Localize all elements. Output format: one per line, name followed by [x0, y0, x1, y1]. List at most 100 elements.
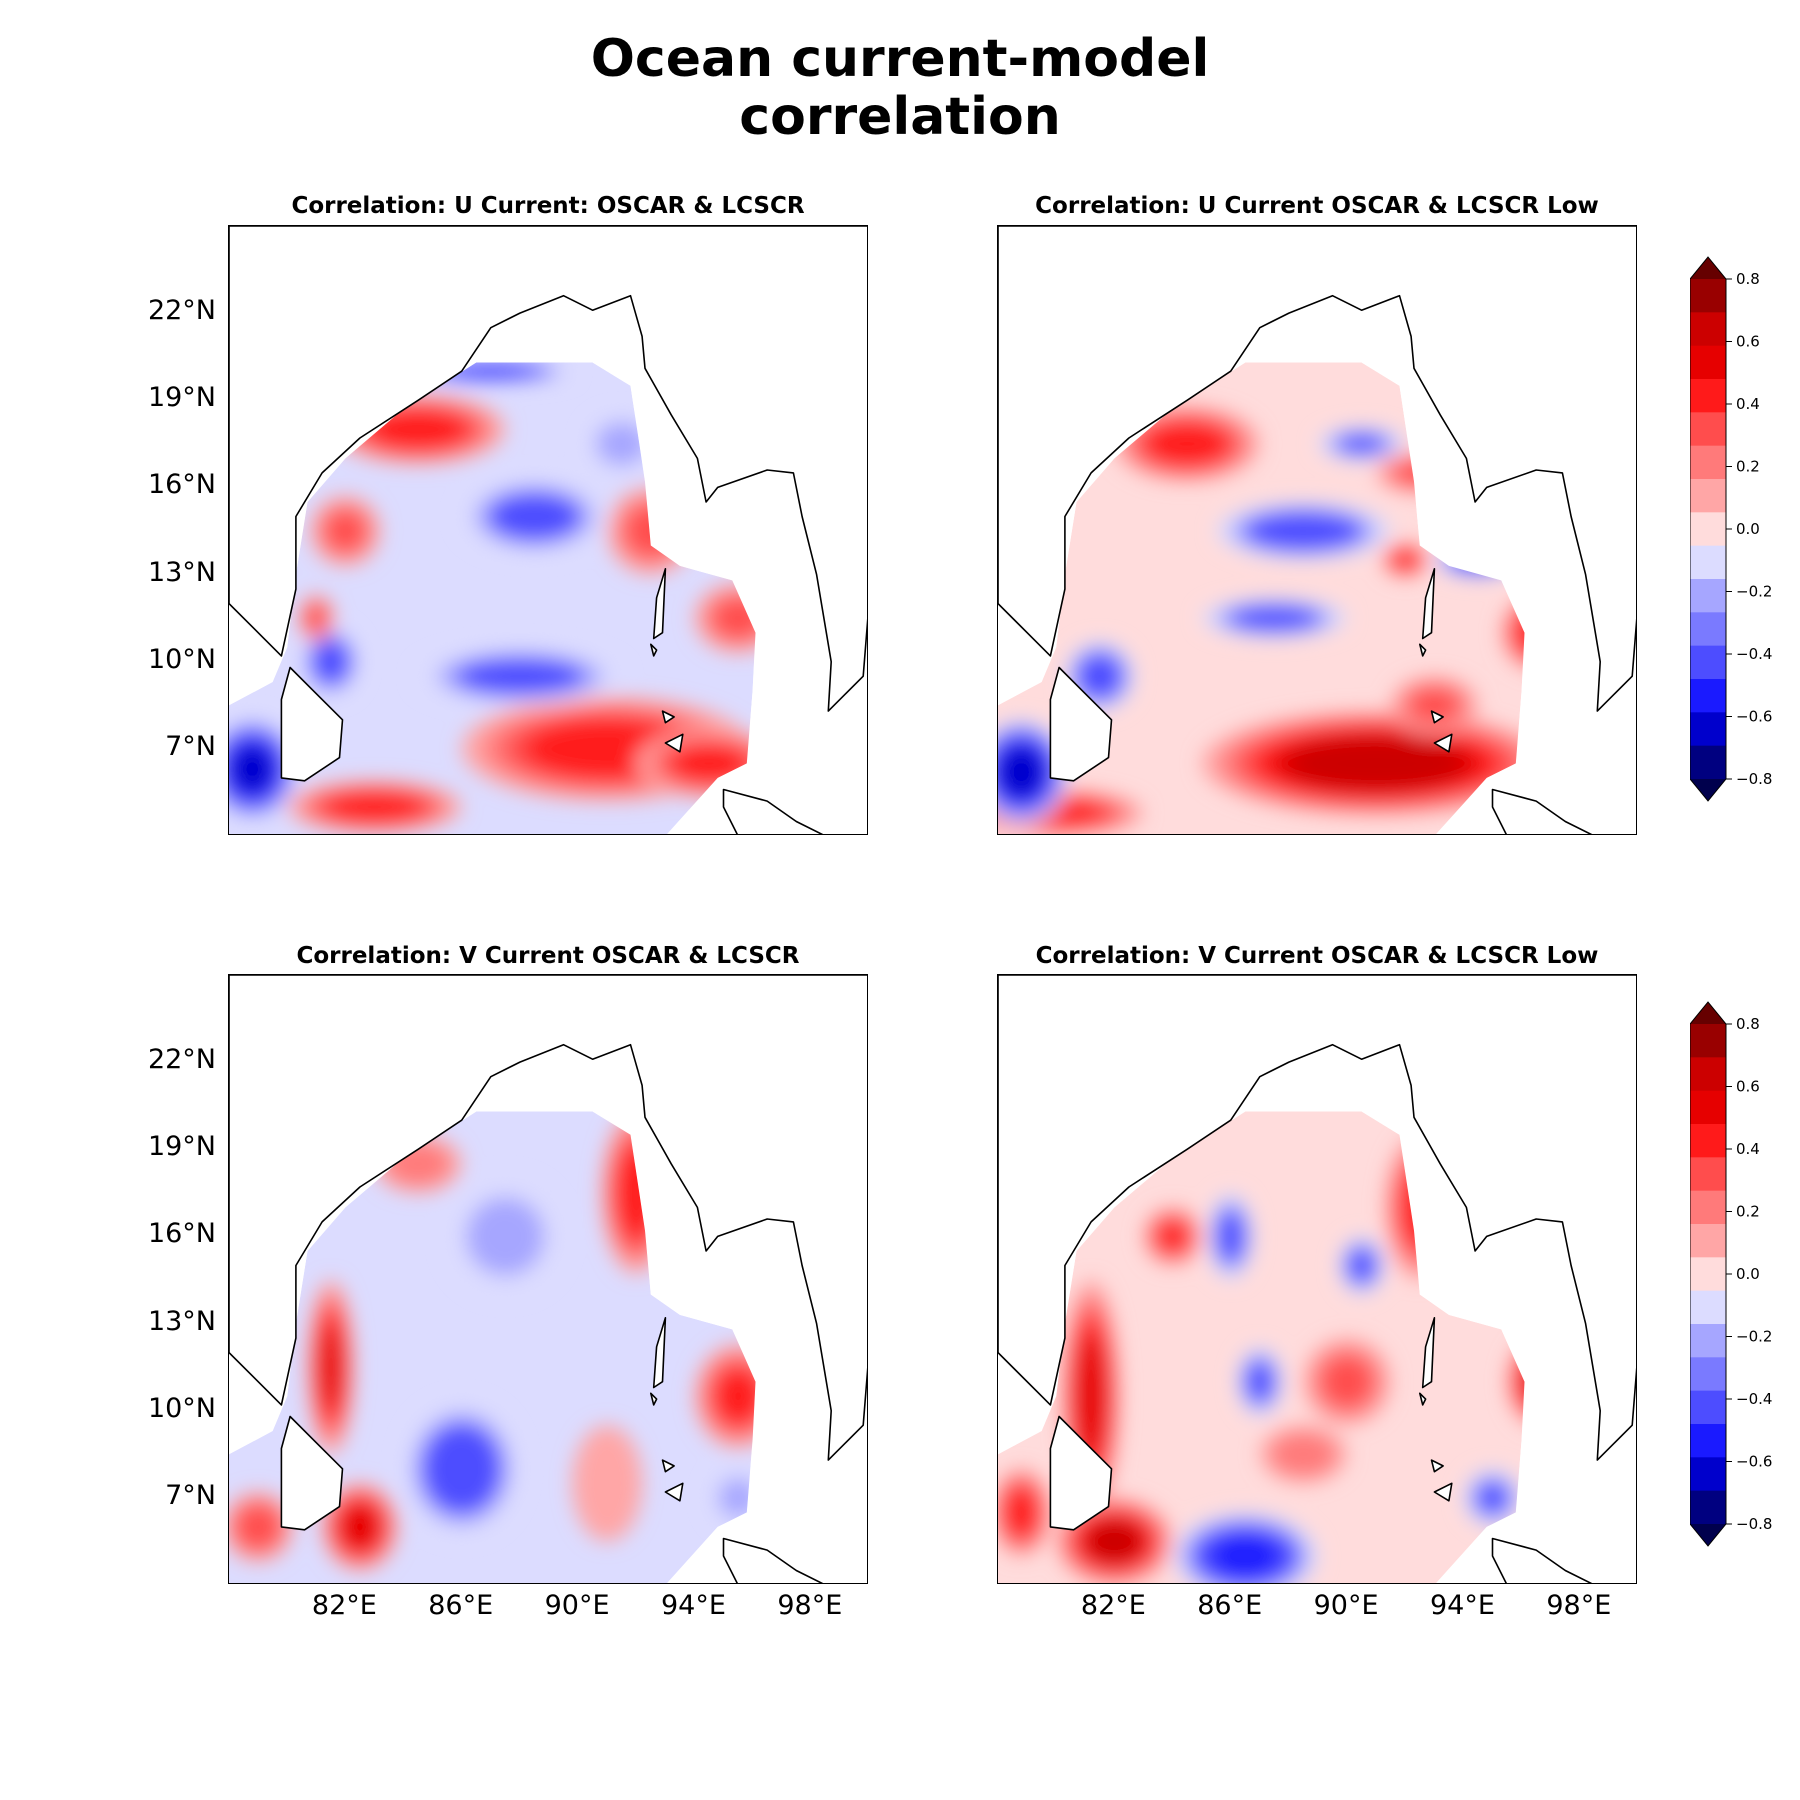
panel-3-title: Correlation: V Current OSCAR & LCSCR [296, 943, 800, 969]
colorbar-tick-label: 0.0 [1736, 520, 1760, 538]
colorbar-segment [1690, 645, 1726, 680]
lat-tick-label: 13°N [147, 1305, 216, 1337]
coastline-island [649, 643, 658, 657]
colorbar-segment [1690, 312, 1726, 347]
correlation-contour [998, 745, 1045, 799]
map-panel-u-current-low [997, 225, 1637, 835]
lon-tick-label: 82°E [1080, 1590, 1146, 1621]
lat-tick-label: 19°N [147, 1131, 216, 1163]
colorbar-segment [1690, 679, 1726, 713]
coastline-island [1418, 1392, 1427, 1406]
lon-tick-label: 94°E [1429, 1590, 1495, 1621]
coastline-island [664, 733, 684, 753]
colorbar-segment [1690, 579, 1726, 613]
colorbar-segment [1690, 1190, 1726, 1225]
lat-tick-label: 13°N [147, 556, 216, 588]
colorbar-tick-label: 0.0 [1736, 1265, 1760, 1283]
correlation-contour [1245, 1359, 1275, 1404]
correlation-contour [1516, 611, 1525, 655]
lat-tick-label: 7°N [165, 730, 216, 762]
colorbar-tick-label: −0.8 [1736, 1515, 1772, 1533]
correlation-contour [236, 1504, 281, 1549]
panel-1-title: Correlation: U Current: OSCAR & LCSCR [291, 193, 805, 219]
correlation-contour [1446, 547, 1510, 573]
lat-tick-label: 22°N [147, 295, 216, 327]
correlation-contour [1157, 1221, 1188, 1252]
coastline-island [661, 710, 675, 724]
colorbar-top: 0.8 0.6 0.4 0.2 0.0 −0.2 −0.4 −0.6 −0.8 [1689, 255, 1800, 807]
correlation-contour [368, 409, 468, 450]
coastline-island [1421, 567, 1436, 640]
correlation-contour [1347, 1247, 1377, 1284]
lat-tick-label: 16°N [147, 469, 216, 501]
coastline-island [1418, 643, 1427, 657]
map-panel-v-current [228, 974, 868, 1584]
coastline-mainland [998, 975, 1636, 1461]
correlation-contour [305, 603, 328, 633]
correlation-contour [1216, 1209, 1246, 1264]
coastline-island [652, 1316, 667, 1389]
colorbar-tick-label: 0.4 [1736, 395, 1760, 413]
colorbar-svg: 0.8 0.6 0.4 0.2 0.0 −0.2 −0.4 −0.6 −0.8 [1689, 1001, 1772, 1547]
colorbar-segment [1690, 412, 1726, 447]
colorbar-segment [1690, 445, 1726, 480]
coastline-island [664, 1482, 684, 1502]
correlation-contour [1434, 542, 1522, 578]
lon-tick-label: 94°E [660, 1590, 726, 1621]
coastline-island [1491, 1537, 1593, 1583]
coastline-island [722, 1537, 824, 1583]
coastline-island [1433, 1482, 1453, 1502]
lat-tick-label: 16°N [147, 1218, 216, 1250]
colorbar-tick-label: 0.2 [1736, 458, 1760, 476]
lat-tick-label: 10°N [147, 1392, 216, 1424]
colorbar-tick-label: −0.4 [1736, 645, 1772, 663]
correlation-field [229, 362, 756, 834]
correlation-contour [1271, 1432, 1336, 1476]
colorbar-segment [1690, 1124, 1726, 1158]
coastline-island [1430, 1459, 1444, 1473]
coastline-island [649, 1392, 658, 1406]
colorbar-segment [1690, 479, 1726, 513]
correlation-contour [616, 1146, 657, 1239]
coastline-island [1049, 666, 1113, 782]
correlation-contour [451, 365, 530, 377]
correlation-map-svg [229, 975, 867, 1583]
colorbar-extend-max [1690, 1002, 1726, 1024]
map-panel-u-current [228, 225, 868, 835]
lon-tick-label: 98°E [777, 1590, 843, 1621]
correlation-contour [718, 1478, 756, 1518]
correlation-contour [715, 1369, 756, 1423]
lat-tick-label: 19°N [147, 382, 216, 414]
colorbar-segment [1690, 1257, 1726, 1292]
figure-title: Ocean current-model correlation [0, 30, 1800, 146]
colorbar-segment [1690, 1057, 1726, 1092]
colorbar-tick-label: 0.8 [1736, 270, 1760, 288]
correlation-contour [466, 1197, 545, 1276]
correlation-contour [1393, 551, 1418, 569]
coastline-island [280, 666, 344, 782]
correlation-contour [488, 492, 581, 541]
colorbar-segment [1690, 612, 1726, 647]
lon-tick-label: 82°E [311, 1590, 377, 1621]
correlation-contour [1522, 1360, 1525, 1403]
correlation-contour [1145, 422, 1229, 466]
correlation-contour [1087, 1521, 1142, 1562]
colorbar-segment [1690, 1224, 1726, 1258]
colorbar-segment [1690, 1490, 1726, 1525]
colorbar-extend-min [1690, 779, 1726, 801]
colorbar-segment [1690, 1457, 1726, 1492]
correlation-contour [1081, 658, 1118, 695]
map-panel-v-current-low [997, 974, 1637, 1584]
correlation-contour [713, 598, 756, 638]
colorbar-segment [1690, 279, 1726, 313]
colorbar-tick-label: −0.4 [1736, 1390, 1772, 1408]
correlation-contour [671, 745, 747, 782]
colorbar-segment [1690, 1024, 1726, 1058]
colorbar-tick-label: −0.8 [1736, 770, 1772, 788]
correlation-map-svg [998, 226, 1636, 834]
panel-2-title: Correlation: U Current OSCAR & LCSCR Low [1035, 193, 1599, 219]
correlation-contour [1210, 1535, 1281, 1577]
correlation-contour [626, 506, 676, 556]
lon-tick-label: 86°E [1197, 1590, 1263, 1621]
colorbar-segment [1690, 1157, 1726, 1192]
